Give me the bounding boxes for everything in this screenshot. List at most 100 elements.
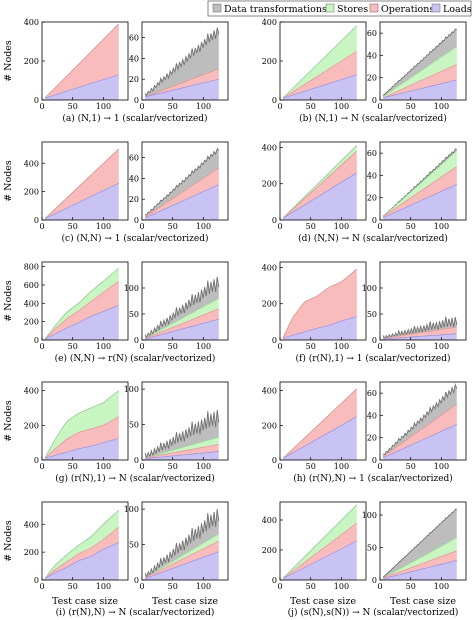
series-line-loads [282, 316, 357, 339]
x-tick-label: 100 [96, 462, 111, 471]
series-line-loads [44, 437, 119, 459]
axes-frame [141, 141, 229, 221]
y-tick-label: 40 [129, 54, 139, 63]
series-line-loads [144, 78, 219, 98]
x-tick-label: 100 [96, 222, 111, 231]
y-tick-label: 800 [24, 263, 39, 272]
series-line-stores [144, 298, 219, 339]
series-line-loads [282, 172, 357, 219]
vectorized-plot-7: 0 50 100 0 20 40 60 [367, 381, 467, 471]
x-tick-label: 50 [406, 582, 416, 591]
x-tick-label: 50 [306, 462, 316, 471]
series-line-stores [382, 46, 457, 97]
x-tick-label: 0 [277, 222, 282, 231]
series-line-stores [144, 533, 219, 579]
series-line-loads [44, 542, 119, 579]
series-line-ops [44, 23, 120, 99]
series-line-loads [44, 182, 119, 219]
y-tick-label: 0 [372, 96, 377, 105]
series-line-loads [282, 540, 357, 579]
y-axis-label: # Nodes [3, 280, 14, 322]
series-line-stores [44, 510, 120, 579]
y-tick-label: 400 [24, 159, 39, 168]
series-line-data [144, 27, 220, 97]
scalar-plot-3: 0 50 100 0 200 400 [262, 141, 367, 231]
series-line-ops [383, 326, 457, 339]
y-tick-label: 200 [262, 546, 277, 555]
vectorized-plot-6: 0 50 100 0 50 100 [124, 381, 229, 471]
area-loads [45, 74, 119, 100]
series-line-ops [44, 148, 120, 219]
legend-label-ops: Operations [381, 4, 434, 15]
y-axis-label: # Nodes [3, 40, 14, 82]
x-tick-label: 0 [139, 582, 144, 591]
x-tick-label: 100 [96, 582, 111, 591]
y-tick-label: 600 [24, 281, 39, 290]
y-axis-label: # Nodes [3, 520, 14, 562]
series-line-stores [282, 504, 358, 579]
y-tick-label: 100 [124, 284, 139, 293]
panel-caption: (d) (N,N) → N (scalar/vectorized) [298, 233, 448, 244]
y-tick-label: 100 [124, 385, 139, 394]
x-tick-label: 100 [196, 462, 211, 471]
y-tick-label: 100 [124, 505, 139, 514]
series-line-loads [144, 318, 219, 340]
series-line-data [144, 509, 220, 579]
axes-frame [141, 501, 229, 581]
y-tick-label: 40 [367, 51, 377, 60]
area-loads [45, 542, 119, 580]
legend-box [207, 0, 472, 17]
x-tick-label: 0 [377, 582, 382, 591]
x-axis-label: Test case size [52, 596, 118, 607]
y-tick-label: 100 [362, 284, 377, 293]
series-line-ops [144, 308, 219, 339]
x-tick-label: 50 [306, 102, 316, 111]
x-tick-label: 50 [168, 462, 178, 471]
x-tick-label: 50 [306, 582, 316, 591]
series-line-data [144, 276, 220, 339]
panel-caption: (f) (r(N),1) → 1 (scalar/vectorized) [296, 353, 451, 364]
area-ops [45, 281, 119, 340]
y-tick-label: 50 [129, 541, 139, 550]
vectorized-plot-1: 0 50 100 0 20 40 60 [367, 21, 467, 111]
panel-caption: (c) (N,N) → 1 (scalar/vectorized) [62, 233, 209, 244]
x-tick-label: 50 [168, 342, 178, 351]
x-tick-label: 0 [139, 462, 144, 471]
x-tick-label: 100 [434, 582, 449, 591]
y-tick-label: 60 [129, 34, 139, 43]
series-line-data [144, 409, 220, 459]
x-tick-label: 50 [168, 102, 178, 111]
legend-swatch-ops [369, 3, 379, 13]
y-tick-label: 60 [367, 29, 377, 38]
series-line-ops [44, 416, 119, 459]
x-tick-label: 100 [334, 102, 349, 111]
series-line-data [382, 28, 457, 96]
x-tick-label: 0 [39, 102, 44, 111]
axes-frame [279, 501, 367, 581]
series-line-loads [144, 551, 219, 579]
series-line-ops [144, 68, 219, 98]
x-tick-label: 100 [334, 462, 349, 471]
x-tick-label: 0 [277, 342, 282, 351]
axes-frame [141, 261, 229, 341]
y-tick-label: 0 [134, 576, 139, 585]
axes-frame [379, 381, 467, 461]
series-line-ops [382, 550, 457, 579]
y-tick-label: 40 [129, 174, 139, 183]
y-tick-label: 400 [262, 263, 277, 272]
y-tick-label: 0 [134, 336, 139, 345]
legend-swatch-data [212, 3, 222, 13]
x-tick-label: 0 [39, 462, 44, 471]
series-line-loads [44, 304, 119, 340]
area-loads [383, 184, 457, 220]
x-tick-label: 0 [277, 462, 282, 471]
x-tick-label: 50 [68, 462, 78, 471]
x-tick-label: 0 [139, 222, 144, 231]
x-tick-label: 50 [68, 342, 78, 351]
x-tick-label: 0 [277, 582, 282, 591]
y-tick-label: 400 [24, 18, 39, 27]
y-tick-label: 0 [34, 96, 39, 105]
area-ops [283, 269, 357, 339]
panel-caption: (h) (r(N),N) → 1 (scalar/vectorized) [293, 473, 453, 484]
axes-frame [279, 381, 367, 461]
